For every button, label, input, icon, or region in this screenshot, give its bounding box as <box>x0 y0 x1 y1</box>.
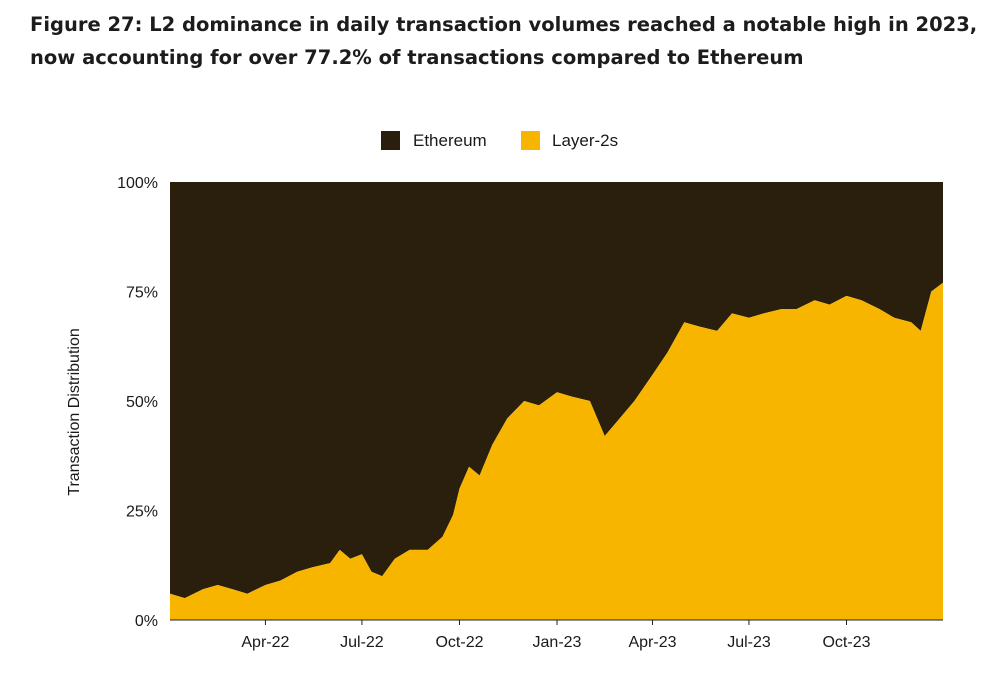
y-tick-label: 0% <box>135 613 158 630</box>
series-area-ethereum <box>170 182 943 599</box>
legend-label-ethereum: Ethereum <box>413 131 487 150</box>
y-tick-label: 25% <box>126 504 158 521</box>
y-axis: 0% 25% 50% 75% 100% <box>117 175 158 630</box>
x-tick-label: Apr-23 <box>628 634 676 651</box>
y-tick-label: 50% <box>126 394 158 411</box>
x-tick-label: Jul-23 <box>727 634 771 651</box>
y-axis-title: Transaction Distribution <box>66 328 83 495</box>
y-tick-label: 100% <box>117 175 158 192</box>
x-tick-label: Apr-22 <box>241 634 289 651</box>
x-tick-label: Oct-22 <box>435 634 483 651</box>
figure-title: Figure 27: L2 dominance in daily transac… <box>30 8 978 74</box>
legend-swatch-ethereum <box>381 131 400 150</box>
figure-title-line-2: now accounting for over 77.2% of transac… <box>30 46 804 69</box>
legend-label-layer2: Layer-2s <box>552 131 618 150</box>
legend-swatch-layer2 <box>521 131 540 150</box>
figure-title-line-1: Figure 27: L2 dominance in daily transac… <box>30 13 978 36</box>
x-tick-label: Oct-23 <box>822 634 870 651</box>
legend: Ethereum Layer-2s <box>381 131 618 150</box>
x-tick-label: Jul-22 <box>340 634 384 651</box>
plot-area <box>170 182 943 620</box>
x-tick-label: Jan-23 <box>533 634 582 651</box>
series-area-layer2 <box>170 282 943 620</box>
x-axis: Apr-22 Jul-22 Oct-22 Jan-23 Apr-23 Jul-23 Oct-… <box>170 619 943 651</box>
y-tick-label: 75% <box>126 285 158 302</box>
